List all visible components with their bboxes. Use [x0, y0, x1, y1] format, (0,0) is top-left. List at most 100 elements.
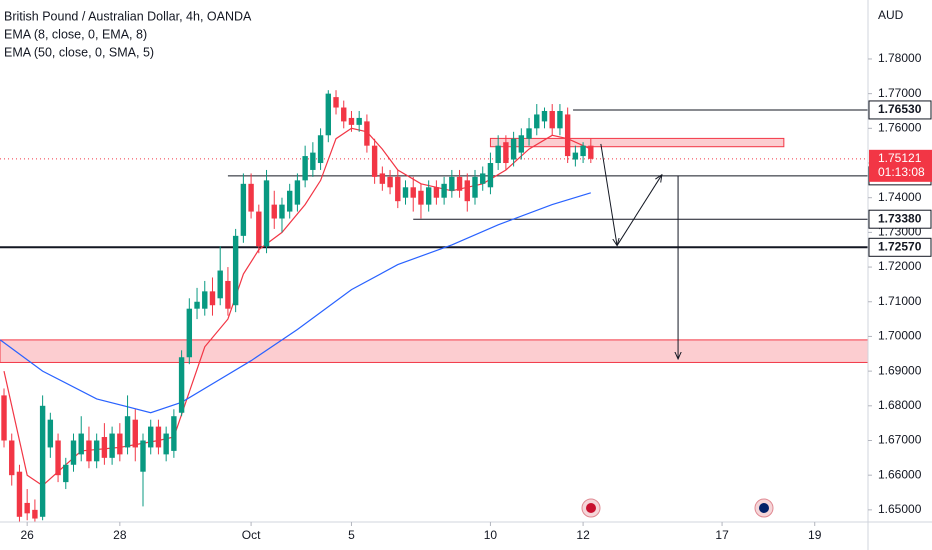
indicator-line — [0, 192, 591, 414]
candle-body — [140, 440, 146, 472]
candle-body — [171, 416, 177, 451]
chart-title: British Pound / Australian Dollar, 4h, O… — [4, 9, 252, 23]
candle-body — [588, 145, 594, 159]
y-tick-label: 1.71000 — [878, 294, 922, 308]
candle-body — [364, 121, 370, 146]
candle-body — [480, 173, 486, 184]
last-price-box — [869, 149, 932, 182]
candle-body — [402, 187, 409, 198]
last-price-label: 1.75121 — [878, 151, 922, 165]
candle-body — [9, 440, 15, 476]
candle-body — [217, 270, 223, 299]
y-tick-label: 1.69000 — [878, 363, 922, 377]
candle-body — [456, 176, 463, 191]
level-price-label: 1.73380 — [878, 211, 922, 225]
y-tick-label: 1.68000 — [878, 398, 922, 412]
candle-body — [549, 110, 555, 129]
candle-body — [557, 110, 563, 129]
candle-body — [317, 135, 324, 164]
candle-body — [518, 135, 525, 153]
candle-body — [572, 152, 579, 160]
candle-body — [325, 93, 331, 136]
y-tick-label: 1.76000 — [878, 121, 922, 135]
y-tick-label: 1.77000 — [878, 86, 922, 100]
level-price-box — [868, 100, 932, 120]
candle-body — [333, 97, 339, 108]
candle-body — [263, 180, 270, 247]
level-price-label: 1.76530 — [878, 102, 922, 116]
candle-body — [163, 433, 169, 455]
x-tick-label: 12 — [576, 528, 590, 542]
event-icon[interactable] — [581, 498, 601, 518]
candle-body — [418, 190, 424, 205]
level-price-box — [868, 209, 932, 229]
candle-body — [155, 426, 162, 448]
candle-body — [510, 138, 517, 160]
x-tick-label: 26 — [20, 528, 34, 542]
zone — [489, 137, 785, 148]
level-price-label: 1.72570 — [878, 239, 922, 253]
candle-body — [86, 440, 92, 462]
candle-body — [32, 509, 38, 519]
indicator-line — [3, 127, 592, 487]
candle-body — [526, 128, 532, 139]
candle-body — [194, 301, 200, 309]
candle-body — [78, 433, 84, 455]
y-tick-label: 1.78000 — [878, 51, 922, 65]
y-tick-label: 1.65000 — [878, 502, 922, 516]
candle-body — [93, 440, 100, 462]
candle-body — [47, 419, 54, 448]
candle-body — [580, 145, 586, 157]
candle-body — [256, 211, 262, 247]
candle-body — [232, 235, 239, 306]
candle-body — [294, 180, 301, 205]
candle-body — [425, 187, 432, 205]
candle-body — [70, 440, 77, 465]
candle-body — [379, 173, 386, 184]
candle-body — [225, 280, 231, 309]
candle-body — [240, 183, 247, 236]
candle-body — [209, 291, 216, 306]
x-tick-label: 19 — [808, 528, 822, 542]
candle-body — [55, 440, 61, 476]
candle-body — [449, 176, 455, 191]
candle-body — [39, 405, 46, 517]
y-tick-label: 1.70000 — [878, 329, 922, 343]
candle-body — [310, 152, 316, 170]
plot-area — [0, 90, 869, 522]
arrow — [616, 175, 662, 246]
candle-body — [279, 204, 285, 219]
candle-body — [1, 395, 7, 441]
candle-body — [186, 308, 193, 358]
candle-body — [202, 291, 208, 309]
candle-body — [248, 183, 254, 212]
candle-body — [410, 187, 416, 198]
indicator-label: EMA (8, close, 0, EMA, 8) — [4, 27, 147, 41]
arrow — [600, 143, 617, 246]
candle-body — [117, 433, 123, 455]
countdown-label: 01:13:08 — [878, 165, 925, 179]
event-icon[interactable] — [754, 498, 774, 518]
candle-body — [148, 426, 154, 448]
zone — [0, 339, 869, 363]
candle-body — [24, 502, 30, 514]
x-tick-label: Oct — [242, 528, 261, 542]
candle-body — [503, 142, 509, 164]
x-tick-label: 28 — [113, 528, 127, 542]
currency-label: AUD — [878, 8, 904, 22]
candle-body — [541, 110, 548, 122]
y-tick-label: 1.66000 — [878, 467, 922, 481]
candle-body — [63, 464, 69, 483]
candle-body — [487, 163, 494, 188]
x-tick-label: 10 — [484, 528, 498, 542]
candle-body — [356, 117, 362, 125]
y-tick-label: 1.74000 — [878, 190, 922, 204]
candle-body — [341, 107, 347, 122]
candle-body — [395, 176, 401, 202]
candle-body — [472, 176, 478, 198]
candle-body — [16, 471, 23, 517]
candle-body — [302, 156, 308, 181]
candle-body — [101, 437, 108, 458]
